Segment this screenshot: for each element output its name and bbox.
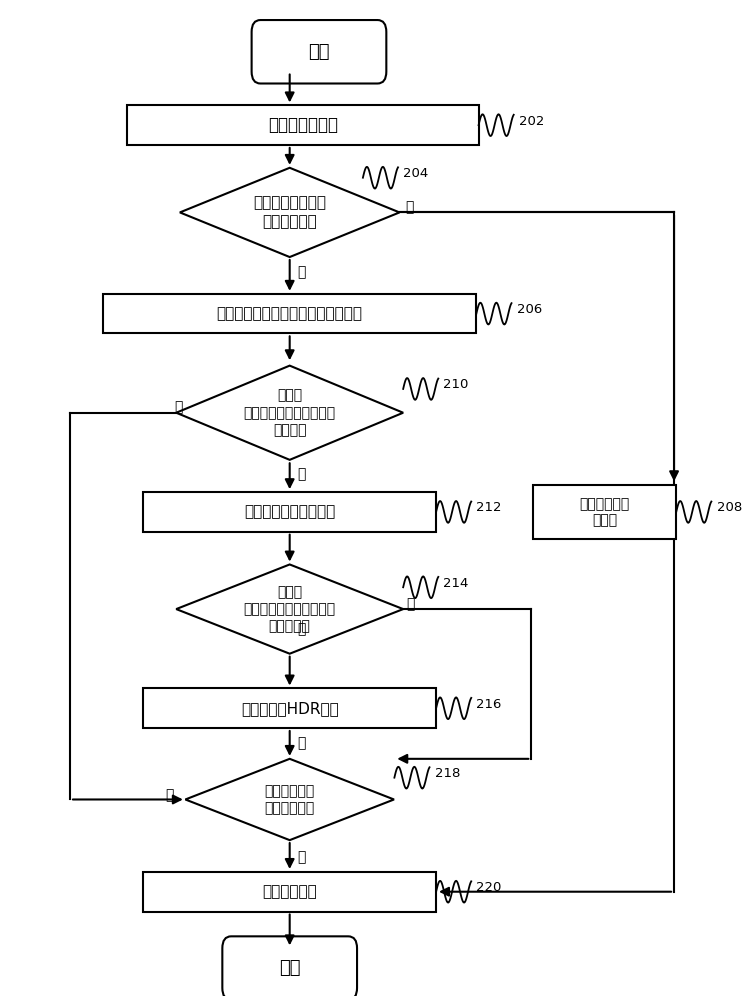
- Bar: [533, 485, 676, 539]
- Text: 判断是否开启逆光
场景检测模式: 判断是否开启逆光 场景检测模式: [254, 196, 326, 229]
- Polygon shape: [176, 366, 404, 460]
- Text: 光线感应器检测终端的当前环境亮度: 光线感应器检测终端的当前环境亮度: [217, 306, 363, 321]
- Text: 218: 218: [435, 767, 460, 780]
- Text: 208: 208: [716, 501, 742, 514]
- Polygon shape: [176, 564, 404, 654]
- Text: 是: 是: [297, 265, 305, 279]
- Text: 202: 202: [519, 115, 544, 128]
- Text: 结束: 结束: [279, 959, 301, 977]
- Bar: [128, 105, 478, 145]
- Text: 开始: 开始: [308, 43, 330, 61]
- Text: 判断用户是否
按下拍照快门: 判断用户是否 按下拍照快门: [265, 784, 315, 815]
- Text: 214: 214: [443, 577, 469, 590]
- Text: 启动前置摄像头: 启动前置摄像头: [268, 116, 338, 134]
- Text: 根据当
前逆光度判断终端是否处
于逆光场景: 根据当 前逆光度判断终端是否处 于逆光场景: [244, 585, 336, 633]
- Text: 是: 是: [297, 622, 305, 636]
- Text: 启动终端的HDR功能: 启动终端的HDR功能: [241, 701, 338, 716]
- Polygon shape: [185, 759, 394, 840]
- Text: 是: 是: [297, 467, 305, 481]
- Text: 是: 是: [297, 850, 305, 864]
- Text: 否: 否: [405, 200, 414, 214]
- Bar: [143, 688, 436, 728]
- Text: 210: 210: [443, 378, 469, 391]
- FancyBboxPatch shape: [222, 936, 357, 1000]
- Text: 否: 否: [165, 789, 173, 803]
- Text: 220: 220: [476, 881, 502, 894]
- Bar: [103, 294, 476, 333]
- Text: 记录预览图像: 记录预览图像: [262, 884, 317, 899]
- Text: 206: 206: [517, 303, 542, 316]
- Text: 前置摄像头正
常拍摄: 前置摄像头正 常拍摄: [579, 497, 629, 527]
- Text: 是: 是: [297, 736, 305, 750]
- Polygon shape: [180, 168, 400, 257]
- Text: 212: 212: [476, 501, 502, 514]
- Bar: [143, 492, 436, 532]
- Text: 216: 216: [476, 698, 502, 711]
- Text: 204: 204: [404, 167, 428, 180]
- Bar: [143, 872, 436, 912]
- Text: 否: 否: [174, 400, 182, 414]
- FancyBboxPatch shape: [251, 20, 386, 84]
- Text: 判断当
前环境亮度是否大于预设
环境亮度: 判断当 前环境亮度是否大于预设 环境亮度: [244, 388, 336, 437]
- Text: 计算终端的当前逆光度: 计算终端的当前逆光度: [244, 504, 335, 519]
- Text: 否: 否: [406, 597, 415, 611]
